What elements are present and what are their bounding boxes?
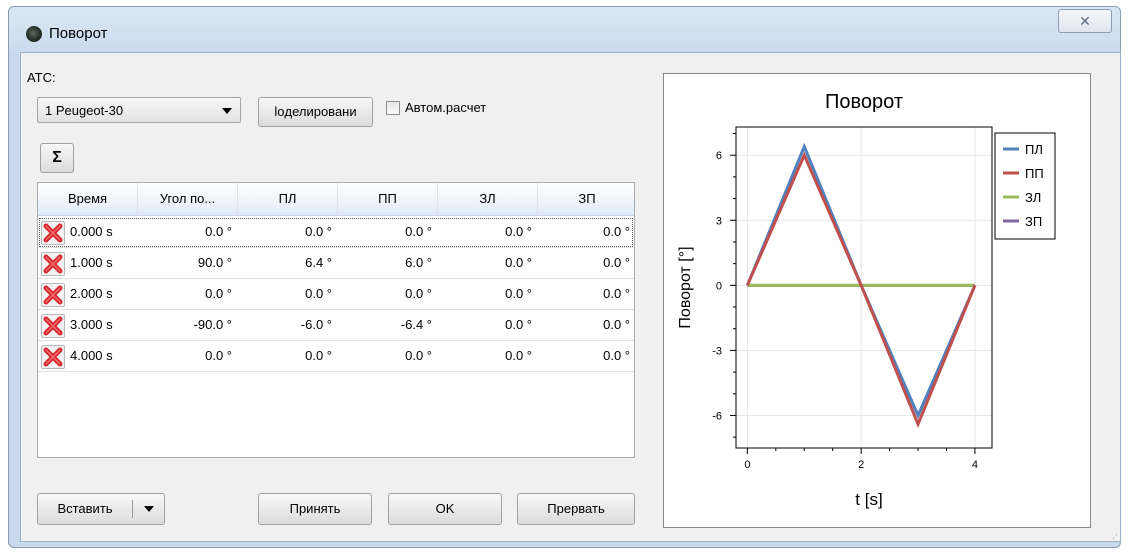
rotation-chart: Поворот -6 -3 0 3 6 0 2 4 t [s] Поворот [°] ПЛ ПП ЗЛ З… — [677, 91, 1056, 509]
auto-calc-checkbox[interactable] — [386, 101, 400, 115]
column-header-zl[interactable]: ЗЛ — [438, 183, 538, 215]
split-divider — [132, 500, 133, 518]
sum-button[interactable]: Σ — [40, 143, 74, 173]
table-row[interactable]: 3.000 s -90.0 ° -6.0 ° -6.4 ° 0.0 ° 0.0 ° — [38, 310, 634, 341]
chevron-down-icon — [222, 108, 232, 114]
table-cell[interactable]: 0.0 ° — [505, 224, 532, 239]
vehicle-select[interactable]: 1 Peugeot-30 — [37, 97, 241, 123]
table-cell[interactable]: 0.0 ° — [405, 286, 432, 301]
x-tick-label: 4 — [972, 459, 978, 471]
table-cell[interactable]: 6.4 ° — [305, 255, 332, 270]
table-cell[interactable]: 3.000 s — [70, 317, 113, 332]
chevron-down-icon — [144, 506, 154, 512]
table-row[interactable]: 2.000 s 0.0 ° 0.0 ° 0.0 ° 0.0 ° 0.0 ° — [38, 279, 634, 310]
series-line-2 — [746, 151, 977, 429]
table-cell[interactable]: 0.0 ° — [603, 286, 630, 301]
column-header-angle[interactable]: Угол по... — [138, 183, 238, 215]
insert-dropdown-button[interactable] — [134, 494, 164, 524]
table-cell[interactable]: 0.000 s — [70, 224, 113, 239]
delete-row-icon[interactable] — [41, 252, 65, 276]
insert-button[interactable]: Вставить — [57, 501, 113, 516]
chart-title: Поворот — [825, 91, 903, 113]
table-cell[interactable]: 0.0 ° — [505, 348, 532, 363]
y-tick-label: -3 — [712, 345, 722, 357]
table-cell[interactable]: 0.0 ° — [205, 224, 232, 239]
vehicle-select-value: 1 Peugeot-30 — [45, 103, 124, 118]
x-tick-label: 2 — [858, 459, 864, 471]
delete-row-icon[interactable] — [41, 221, 65, 245]
auto-calc-label: Автом.расчет — [405, 100, 487, 115]
title-bar[interactable]: Поворот ✕ — [9, 7, 1120, 59]
table-row[interactable]: 1.000 s 90.0 ° 6.4 ° 6.0 ° 0.0 ° 0.0 ° — [38, 248, 634, 279]
cancel-button[interactable]: Прервать — [517, 493, 635, 525]
table-cell[interactable]: 0.0 ° — [305, 286, 332, 301]
window-title: Поворот — [49, 25, 108, 42]
column-header-pl[interactable]: ПЛ — [238, 183, 338, 215]
table-row[interactable]: 0.000 s 0.0 ° 0.0 ° 0.0 ° 0.0 ° 0.0 ° — [38, 217, 634, 248]
legend-label: ЗП — [1025, 214, 1042, 229]
column-header-zp[interactable]: ЗП — [578, 191, 596, 206]
table-header: Время Угол по... ПЛ ПП ЗЛ ЗП — [38, 183, 634, 216]
table-cell[interactable]: 0.0 ° — [603, 255, 630, 270]
table-cell[interactable]: 0.0 ° — [603, 317, 630, 332]
plot-frame — [735, 126, 993, 449]
table-cell[interactable]: 6.0 ° — [405, 255, 432, 270]
table-cell[interactable]: -6.0 ° — [300, 317, 332, 332]
table-cell[interactable]: 0.0 ° — [405, 348, 432, 363]
table-cell[interactable]: -90.0 ° — [193, 317, 232, 332]
legend-label: ЗЛ — [1025, 190, 1041, 205]
legend-label: ПЛ — [1025, 142, 1043, 157]
chart-panel: Поворот -6 -3 0 3 6 0 2 4 t [s] Поворот [°] ПЛ ПП ЗЛ З… — [663, 73, 1091, 528]
ats-label: АТС: — [27, 70, 56, 85]
delete-row-icon[interactable] — [41, 283, 65, 307]
table-cell[interactable]: 1.000 s — [70, 255, 113, 270]
legend-label: ПП — [1025, 166, 1044, 181]
y-axis-label: Поворот [°] — [677, 246, 694, 328]
y-tick-label: -6 — [712, 410, 722, 422]
table-cell[interactable]: 0.0 ° — [305, 224, 332, 239]
table-cell[interactable]: 0.0 ° — [405, 224, 432, 239]
table-cell[interactable]: -6.4 ° — [400, 317, 432, 332]
table-cell[interactable]: 0.0 ° — [603, 224, 630, 239]
x-axis-label: t [s] — [855, 490, 882, 509]
table-cell[interactable]: 4.000 s — [70, 348, 113, 363]
apply-button[interactable]: Принять — [258, 493, 372, 525]
close-button[interactable]: ✕ — [1058, 9, 1112, 33]
column-header-pp[interactable]: ПП — [338, 183, 438, 215]
table-cell[interactable]: 2.000 s — [70, 286, 113, 301]
ok-button[interactable]: OK — [388, 493, 502, 525]
y-tick-label: 6 — [716, 150, 722, 162]
table-cell[interactable]: 90.0 ° — [197, 255, 232, 270]
column-header-time[interactable]: Время — [38, 183, 138, 215]
insert-split-button: Вставить — [37, 493, 165, 525]
x-tick-label: 0 — [744, 459, 750, 471]
table-row[interactable]: 4.000 s 0.0 ° 0.0 ° 0.0 ° 0.0 ° 0.0 ° — [38, 341, 634, 372]
rotation-table: Время Угол по... ПЛ ПП ЗЛ ЗП 0.000 s 0.0 … — [37, 182, 635, 458]
modeling-button[interactable]: loделировани — [258, 97, 373, 127]
table-cell[interactable]: 0.0 ° — [505, 317, 532, 332]
y-tick-label: 3 — [716, 215, 722, 227]
table-cell[interactable]: 0.0 ° — [505, 286, 532, 301]
table-cell[interactable]: 0.0 ° — [505, 255, 532, 270]
y-tick-label: 0 — [716, 280, 722, 292]
delete-row-icon[interactable] — [41, 345, 65, 369]
delete-row-icon[interactable] — [41, 314, 65, 338]
table-cell[interactable]: 0.0 ° — [205, 348, 232, 363]
table-cell[interactable]: 0.0 ° — [305, 348, 332, 363]
table-cell[interactable]: 0.0 ° — [205, 286, 232, 301]
table-cell[interactable]: 0.0 ° — [603, 348, 630, 363]
resize-grip-icon[interactable]: ⋰ — [1109, 533, 1118, 543]
app-icon — [26, 26, 42, 42]
